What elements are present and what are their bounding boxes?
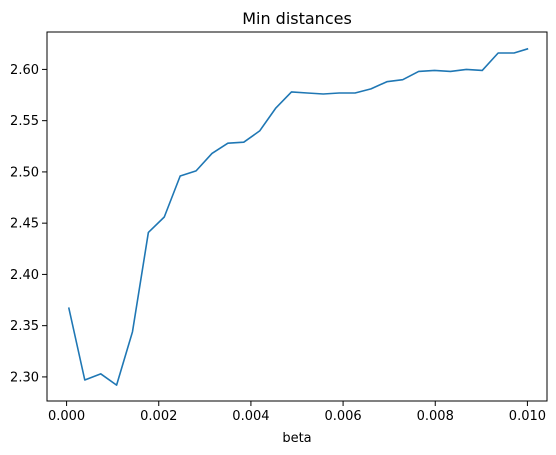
y-tick-label: 2.45 [10,217,39,232]
x-tick-label: 0.004 [232,409,269,424]
x-tick-label: 0.006 [324,409,361,424]
x-tick-label: 0.008 [417,409,454,424]
x-tick-label: 0.002 [140,409,177,424]
y-tick-label: 2.50 [10,165,39,180]
axes-frame [46,31,548,402]
x-tick-label: 0.010 [509,409,546,424]
x-axis-label: beta [282,431,311,446]
plot-area [67,47,529,386]
chart-title: Min distances [242,9,352,28]
y-tick-label: 2.40 [10,268,39,283]
x-tick-label: 0.000 [48,409,85,424]
y-tick-label: 2.60 [10,63,39,78]
y-tick-label: 2.55 [10,114,39,129]
series-line [67,47,529,386]
y-tick-label: 2.35 [10,319,39,334]
y-tick-label: 2.30 [10,370,39,385]
